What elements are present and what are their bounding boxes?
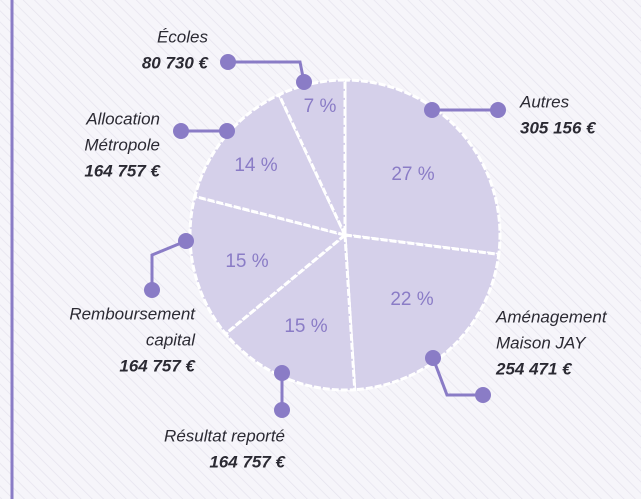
amount-label: 305 156 € — [520, 118, 597, 137]
connector-dot — [144, 282, 160, 298]
percent-label: 14 % — [234, 155, 277, 176]
amount-label: 164 757 € — [84, 161, 161, 180]
connector-dot — [490, 102, 506, 118]
percent-label: 27 % — [391, 164, 434, 185]
pie-slice — [343, 78, 502, 257]
category-label: Autres — [519, 92, 570, 111]
amount-label: 164 757 € — [119, 356, 196, 375]
connector-dot — [274, 402, 290, 418]
category-label: Remboursement — [69, 304, 196, 323]
pie-slice — [188, 194, 349, 336]
percent-label: 15 % — [225, 251, 268, 272]
category-label: Allocation — [85, 109, 160, 128]
category-label: Maison JAY — [496, 333, 587, 352]
connector-dot — [173, 123, 189, 139]
connector-dot — [475, 387, 491, 403]
connector — [431, 357, 483, 397]
connector — [150, 239, 187, 290]
category-label: Écoles — [157, 27, 209, 46]
percent-label: 15 % — [284, 316, 327, 337]
connector-dot — [219, 123, 235, 139]
pie-slice — [343, 233, 501, 392]
connector-dot — [296, 74, 312, 90]
amount-label: 164 757 € — [209, 452, 286, 471]
connector-dot — [424, 102, 440, 118]
amount-label: 254 471 € — [495, 359, 573, 378]
connector-dot — [425, 350, 441, 366]
category-label: Résultat reporté — [164, 426, 285, 445]
connector-dot — [220, 54, 236, 70]
category-label: capital — [146, 330, 196, 349]
percent-label: 22 % — [390, 289, 433, 310]
percent-label: 7 % — [304, 96, 337, 117]
connector-dot — [274, 365, 290, 381]
category-label: Aménagement — [495, 307, 608, 326]
amount-label: 80 730 € — [142, 53, 210, 72]
category-label: Métropole — [84, 135, 160, 154]
connector-dot — [178, 233, 194, 249]
